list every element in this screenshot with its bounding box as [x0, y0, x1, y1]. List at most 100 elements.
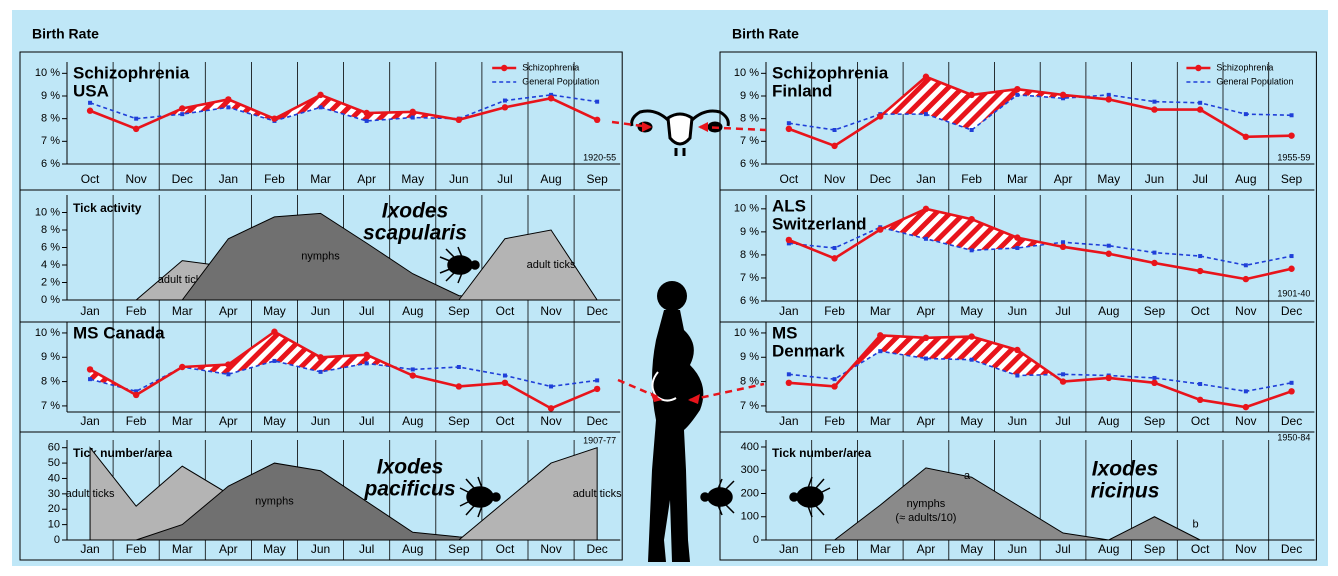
- panel-title: Schizophrenia: [73, 63, 190, 82]
- x-tick-label: Sep: [448, 542, 470, 556]
- y-tick-label: 8 %: [41, 224, 60, 236]
- species-label: Ixodes: [382, 200, 449, 223]
- legend-label: Schizophrenia: [1216, 62, 1273, 72]
- panel-title: ALS: [772, 196, 806, 215]
- x-tick-label: Nov: [1235, 414, 1256, 428]
- period-note: 1950-84: [1277, 432, 1310, 442]
- point: [878, 349, 882, 353]
- panel-title: Tick number/area: [73, 446, 172, 460]
- point: [1014, 347, 1020, 353]
- point: [1107, 244, 1111, 248]
- area-label: adult ticks: [66, 488, 115, 500]
- point: [1061, 372, 1065, 376]
- y-tick-label: 6 %: [41, 158, 60, 170]
- area-label: adult ticks: [573, 488, 622, 500]
- point: [226, 372, 230, 376]
- point: [786, 237, 792, 243]
- panel-title: Tick number/area: [772, 446, 871, 460]
- x-tick-label: Jan: [916, 172, 935, 186]
- x-tick-label: Jan: [80, 304, 99, 318]
- legend-label: Schizophrenia: [522, 62, 579, 72]
- x-tick-label: Jun: [1008, 304, 1027, 318]
- period-note: 1955-59: [1277, 152, 1310, 162]
- point: [1151, 106, 1157, 112]
- x-tick-label: Mar: [870, 542, 891, 556]
- y-tick-label: 2 %: [41, 276, 60, 288]
- x-tick-label: Oct: [496, 304, 515, 318]
- x-tick-label: Jun: [311, 542, 330, 556]
- y-tick-label: 400: [741, 441, 759, 453]
- x-tick-label: May: [263, 414, 286, 428]
- point: [831, 143, 837, 149]
- period-note: 1901-40: [1277, 288, 1310, 298]
- x-tick-label: Apr: [917, 304, 936, 318]
- x-tick-label: Dec: [1281, 542, 1302, 556]
- x-tick-label: Feb: [264, 172, 285, 186]
- species-label: scapularis: [363, 222, 467, 245]
- point: [133, 392, 139, 398]
- area-label: nymphs: [301, 251, 340, 263]
- y-tick-label: 10 %: [734, 327, 759, 339]
- x-tick-label: Oct: [1191, 304, 1210, 318]
- x-tick-label: May: [1097, 172, 1120, 186]
- point: [1060, 92, 1066, 98]
- heading: Birth Rate: [32, 26, 99, 42]
- point: [1290, 381, 1294, 385]
- x-tick-label: Apr: [357, 172, 376, 186]
- x-tick-label: Mar: [1007, 172, 1028, 186]
- y-tick-label: 9 %: [740, 90, 759, 102]
- x-tick-label: Jul: [1192, 172, 1207, 186]
- point: [317, 354, 323, 360]
- point: [1015, 93, 1019, 97]
- x-tick-label: Aug: [1098, 304, 1119, 318]
- point: [1243, 134, 1249, 140]
- x-tick-label: Feb: [824, 304, 845, 318]
- point: [502, 104, 508, 110]
- point: [594, 117, 600, 123]
- point: [1197, 268, 1203, 274]
- point: [134, 117, 138, 121]
- point: [787, 121, 791, 125]
- point: [1151, 260, 1157, 266]
- x-tick-label: Apr: [219, 414, 238, 428]
- point: [363, 352, 369, 358]
- panel-title: Tick activity: [73, 201, 142, 215]
- point: [924, 237, 928, 241]
- point: [923, 335, 929, 341]
- y-tick-label: 50: [48, 457, 60, 469]
- point: [833, 377, 837, 381]
- x-tick-label: Feb: [126, 414, 147, 428]
- point: [833, 128, 837, 132]
- point: [503, 374, 507, 378]
- peak-label: a: [964, 470, 971, 482]
- x-tick-label: Aug: [402, 304, 423, 318]
- point: [1152, 251, 1156, 255]
- point: [88, 101, 92, 105]
- point: [923, 74, 929, 80]
- point: [786, 126, 792, 132]
- y-tick-label: 6 %: [740, 295, 759, 307]
- x-tick-label: Feb: [961, 172, 982, 186]
- point: [970, 128, 974, 132]
- x-tick-label: Sep: [1144, 542, 1166, 556]
- x-tick-label: Feb: [126, 304, 147, 318]
- point: [924, 356, 928, 360]
- y-tick-label: 10 %: [35, 327, 60, 339]
- point: [1244, 263, 1248, 267]
- point: [1244, 389, 1248, 393]
- legend-label: General Population: [1216, 76, 1293, 86]
- point: [271, 115, 277, 121]
- x-tick-label: Apr: [219, 304, 238, 318]
- page: Birth Rate Birth Rate 6 %7 %8 %9 %10 %Oc…: [0, 0, 1338, 576]
- point: [595, 100, 599, 104]
- y-tick-label: 0: [753, 534, 759, 546]
- x-tick-label: Nov: [824, 172, 845, 186]
- x-tick-label: Nov: [1235, 542, 1256, 556]
- point: [226, 105, 230, 109]
- panel-title: MS: [772, 323, 798, 342]
- point: [1288, 266, 1294, 272]
- x-tick-label: Jun: [311, 304, 330, 318]
- x-tick-label: Jan: [219, 172, 238, 186]
- area-label: nymphs: [907, 498, 946, 510]
- period-note: 1920-55: [583, 152, 616, 162]
